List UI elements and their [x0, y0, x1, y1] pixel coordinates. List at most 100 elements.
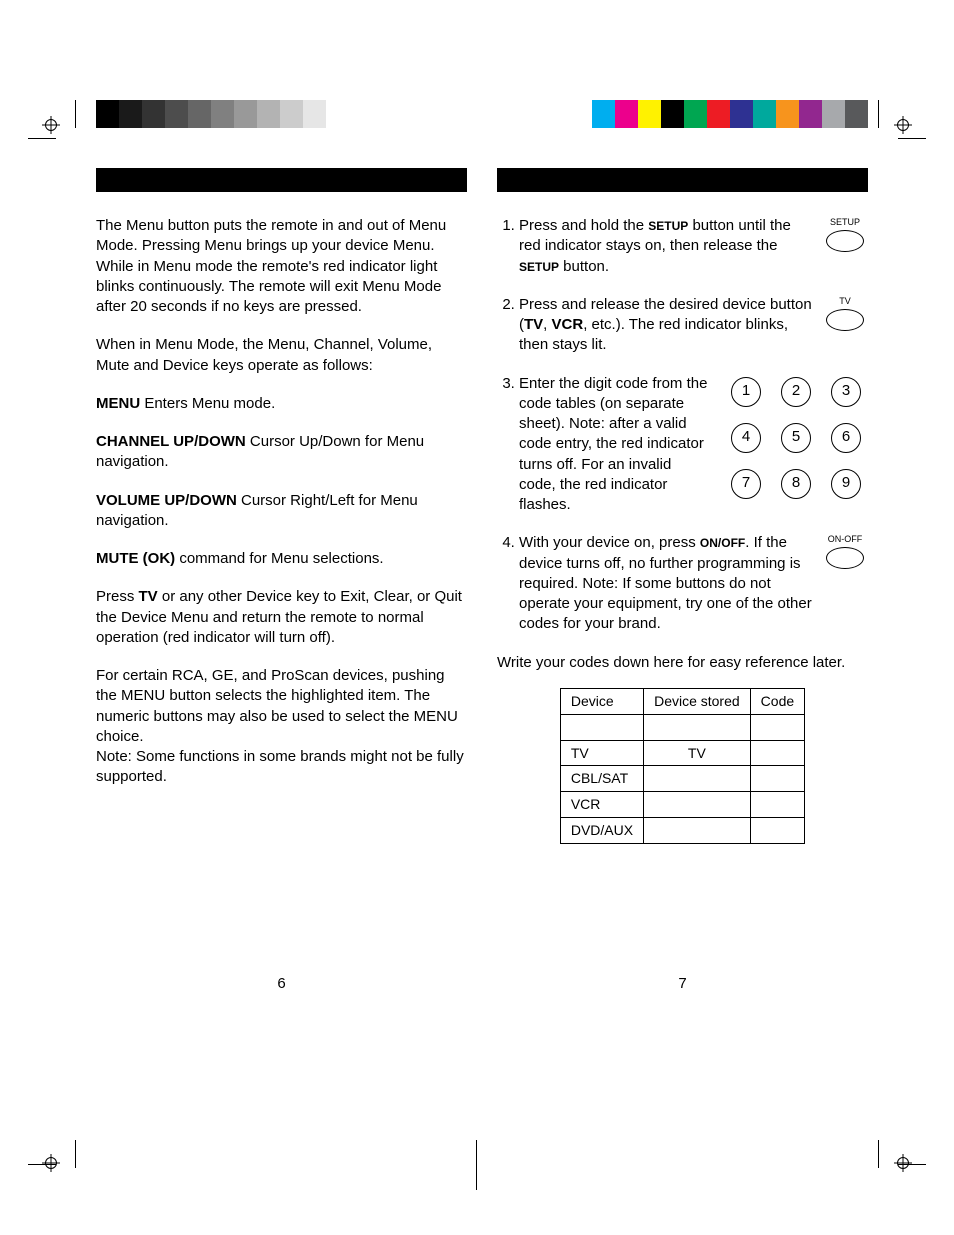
grayscale-swatch: [142, 100, 165, 128]
tv-bold: TV: [139, 588, 158, 605]
registration-mark-icon: [894, 1150, 912, 1180]
grayscale-swatch: [165, 100, 188, 128]
channel-line: CHANNEL UP/DOWN Cursor Up/Down for Menu …: [96, 432, 467, 473]
color-swatch: [753, 100, 776, 128]
grayscale-swatch: [257, 100, 280, 128]
color-swatch: [638, 100, 661, 128]
table-row: CBL/SAT: [560, 766, 804, 792]
table-cell: [560, 714, 643, 740]
table-cell: [644, 792, 751, 818]
tv-label: TV: [822, 295, 868, 307]
table-cell: [750, 766, 804, 792]
step-4-text: With your device on, press ON/OFF. If th…: [519, 533, 812, 634]
table-cell: DVD/AUX: [560, 818, 643, 844]
keypad-key-8: 8: [781, 469, 811, 499]
table-cell: [750, 740, 804, 766]
page-number-left: 6: [96, 974, 467, 994]
setup-button-icon: SETUP: [822, 216, 868, 255]
table-cell: [644, 766, 751, 792]
intro-paragraph: The Menu button puts the remote in and o…: [96, 216, 467, 317]
grayscale-swatch: [280, 100, 303, 128]
step-2-text: Press and release the desired device but…: [519, 295, 812, 356]
menu-text: Enters Menu mode.: [140, 395, 275, 412]
color-swatch: [776, 100, 799, 128]
grayscale-swatch: [326, 100, 349, 128]
section-header-right: [497, 168, 868, 192]
oval-icon: [826, 547, 864, 569]
color-swatch: [661, 100, 684, 128]
mute-text: command for Menu selections.: [175, 550, 383, 567]
keypad-key-7: 7: [731, 469, 761, 499]
section-header-left: [96, 168, 467, 192]
setup-label: SETUP: [822, 216, 868, 228]
tv-pre: Press: [96, 588, 139, 605]
menu-line: MENU Enters Menu mode.: [96, 394, 467, 414]
rca-note: Note: Some functions in some brands migh…: [96, 747, 467, 788]
mute-line: MUTE (OK) command for Menu selections.: [96, 549, 467, 569]
volume-label: VOLUME UP/DOWN: [96, 492, 237, 509]
oval-icon: [826, 230, 864, 252]
onoff-button-icon: ON-OFF: [822, 533, 868, 572]
color-swatch: [684, 100, 707, 128]
table-cell: TV: [644, 740, 751, 766]
registration-mark-icon: [894, 112, 912, 142]
table-header: Device stored: [644, 688, 751, 714]
keypad-key-6: 6: [831, 423, 861, 453]
keypad-key-4: 4: [731, 423, 761, 453]
table-cell: [750, 818, 804, 844]
color-swatch: [730, 100, 753, 128]
channel-label: CHANNEL UP/DOWN: [96, 433, 246, 450]
step-3: Enter the digit code from the code table…: [519, 374, 868, 516]
tv-button-icon: TV: [822, 295, 868, 334]
step-3-text: Enter the digit code from the code table…: [519, 374, 708, 516]
onoff-label: ON-OFF: [822, 533, 868, 545]
step-2: Press and release the desired device but…: [519, 295, 868, 356]
table-cell: CBL/SAT: [560, 766, 643, 792]
table-header: Device: [560, 688, 643, 714]
grayscale-swatch: [96, 100, 119, 128]
crop-mark: [878, 100, 879, 128]
write-codes-note: Write your codes down here for easy refe…: [497, 653, 868, 673]
crop-mark: [878, 1140, 879, 1168]
color-swatch: [615, 100, 638, 128]
keypad-key-2: 2: [781, 377, 811, 407]
registration-mark-icon: [42, 112, 60, 142]
left-column: The Menu button puts the remote in and o…: [96, 216, 467, 844]
keypad-key-3: 3: [831, 377, 861, 407]
color-swatch: [799, 100, 822, 128]
table-cell: [644, 818, 751, 844]
step-4: With your device on, press ON/OFF. If th…: [519, 533, 868, 634]
registration-color-bars: [96, 100, 868, 128]
grayscale-swatch: [188, 100, 211, 128]
volume-line: VOLUME UP/DOWN Cursor Right/Left for Men…: [96, 491, 467, 532]
crop-mark: [75, 100, 76, 128]
grayscale-swatch: [211, 100, 234, 128]
color-swatch: [592, 100, 615, 128]
step-1: Press and hold the SETUP button until th…: [519, 216, 868, 277]
keypad-key-1: 1: [731, 377, 761, 407]
right-column: Press and hold the SETUP button until th…: [497, 216, 868, 844]
grayscale-swatch: [234, 100, 257, 128]
modes-intro: When in Menu Mode, the Menu, Channel, Vo…: [96, 335, 467, 376]
keypad-key-5: 5: [781, 423, 811, 453]
grayscale-swatch: [119, 100, 142, 128]
table-cell: [644, 714, 751, 740]
mute-label: MUTE (OK): [96, 550, 175, 567]
table-cell: [750, 714, 804, 740]
oval-icon: [826, 309, 864, 331]
codes-table: DeviceDevice storedCode TVTV CBL/SAT VCR…: [560, 688, 805, 844]
table-row: VCR: [560, 792, 804, 818]
crop-mark: [75, 1140, 76, 1168]
grayscale-swatch: [303, 100, 326, 128]
keypad-icon: 123 456 789: [718, 374, 868, 506]
table-cell: TV: [560, 740, 643, 766]
table-cell: [750, 792, 804, 818]
gutter-mark: [476, 1140, 477, 1190]
color-swatch: [822, 100, 845, 128]
page-number-right: 7: [497, 974, 868, 994]
menu-label: MENU: [96, 395, 140, 412]
tv-line: Press TV or any other Device key to Exit…: [96, 587, 467, 648]
keypad-key-9: 9: [831, 469, 861, 499]
setup-steps: Press and hold the SETUP button until th…: [497, 216, 868, 635]
table-row: [560, 714, 804, 740]
